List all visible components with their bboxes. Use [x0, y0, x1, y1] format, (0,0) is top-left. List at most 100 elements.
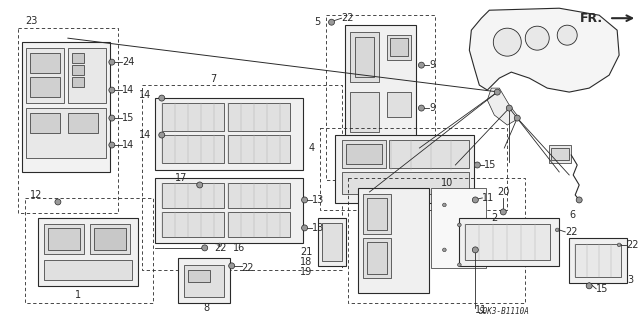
Bar [326, 15, 435, 180]
Bar [162, 103, 224, 131]
Bar [228, 183, 289, 208]
Circle shape [458, 263, 461, 267]
Bar [349, 92, 380, 132]
Bar [228, 212, 289, 237]
Bar [387, 92, 412, 117]
Bar [38, 218, 138, 286]
Bar [390, 38, 408, 56]
Bar [22, 42, 110, 172]
Bar [142, 85, 342, 270]
Bar [549, 145, 572, 163]
Circle shape [586, 283, 592, 289]
Text: 9: 9 [429, 60, 436, 70]
Bar [228, 103, 289, 131]
Circle shape [472, 197, 478, 203]
Text: 11: 11 [483, 193, 495, 203]
Bar [348, 178, 525, 303]
Bar [30, 113, 60, 133]
Circle shape [301, 197, 308, 203]
Bar [319, 128, 508, 210]
Circle shape [301, 225, 308, 231]
Bar [48, 228, 80, 250]
Text: 13: 13 [312, 223, 324, 233]
Circle shape [557, 25, 577, 45]
Text: 15: 15 [122, 113, 134, 123]
Text: 1: 1 [75, 290, 81, 300]
Bar [344, 25, 417, 145]
Text: 14: 14 [122, 140, 134, 150]
Polygon shape [469, 8, 619, 92]
Text: 22: 22 [242, 263, 254, 273]
Text: 2: 2 [491, 213, 497, 223]
Circle shape [525, 26, 549, 50]
Text: 4: 4 [308, 143, 315, 153]
Circle shape [506, 105, 512, 111]
Text: 16: 16 [233, 243, 245, 253]
Text: 22: 22 [565, 227, 578, 237]
Text: 3: 3 [627, 275, 633, 285]
Bar [364, 194, 392, 234]
Bar [155, 98, 303, 170]
Circle shape [109, 87, 115, 93]
Text: 14: 14 [138, 90, 151, 100]
Text: 24: 24 [122, 57, 134, 67]
Circle shape [159, 132, 164, 138]
Text: 14: 14 [122, 85, 134, 95]
Bar [349, 32, 380, 82]
Text: 9: 9 [429, 103, 436, 113]
Text: 21: 21 [300, 247, 312, 257]
Circle shape [443, 203, 446, 207]
Bar [465, 224, 550, 260]
Text: 22: 22 [214, 243, 227, 253]
Circle shape [500, 209, 506, 215]
Bar [355, 37, 374, 77]
Bar [551, 148, 569, 160]
Bar [162, 183, 224, 208]
Bar [358, 188, 429, 293]
Circle shape [443, 248, 446, 252]
Text: FR.: FR. [580, 12, 603, 25]
Bar [30, 53, 60, 73]
Circle shape [576, 197, 582, 203]
Circle shape [556, 228, 559, 232]
Circle shape [419, 62, 424, 68]
Bar [90, 224, 130, 254]
Bar [18, 28, 118, 213]
Bar [228, 135, 289, 163]
Bar [72, 77, 84, 87]
Bar [162, 135, 224, 163]
Bar [162, 212, 224, 237]
Circle shape [474, 162, 481, 168]
Circle shape [328, 19, 335, 25]
Circle shape [515, 115, 520, 121]
Bar [44, 224, 84, 254]
Circle shape [472, 247, 478, 253]
Bar [72, 65, 84, 75]
Bar [342, 140, 387, 168]
Bar [30, 77, 60, 97]
Text: 20: 20 [497, 187, 509, 197]
Circle shape [109, 115, 115, 121]
Circle shape [493, 28, 521, 56]
Bar [569, 238, 627, 283]
Text: 14: 14 [138, 130, 151, 140]
Text: 5: 5 [314, 17, 321, 27]
Text: 15: 15 [484, 160, 497, 170]
Text: 17: 17 [175, 173, 188, 183]
Circle shape [55, 199, 61, 205]
Bar [342, 172, 469, 194]
Bar [68, 48, 106, 103]
Text: 11: 11 [476, 305, 488, 315]
Circle shape [618, 243, 621, 247]
Bar [25, 198, 153, 303]
Bar [155, 178, 303, 243]
Text: 19: 19 [300, 267, 312, 277]
Text: 23: 23 [25, 16, 37, 26]
Bar [72, 53, 84, 63]
Bar [321, 223, 342, 261]
Text: 10: 10 [442, 178, 454, 188]
Bar [346, 144, 383, 164]
Circle shape [202, 245, 208, 251]
Bar [575, 244, 621, 277]
Circle shape [228, 263, 235, 269]
